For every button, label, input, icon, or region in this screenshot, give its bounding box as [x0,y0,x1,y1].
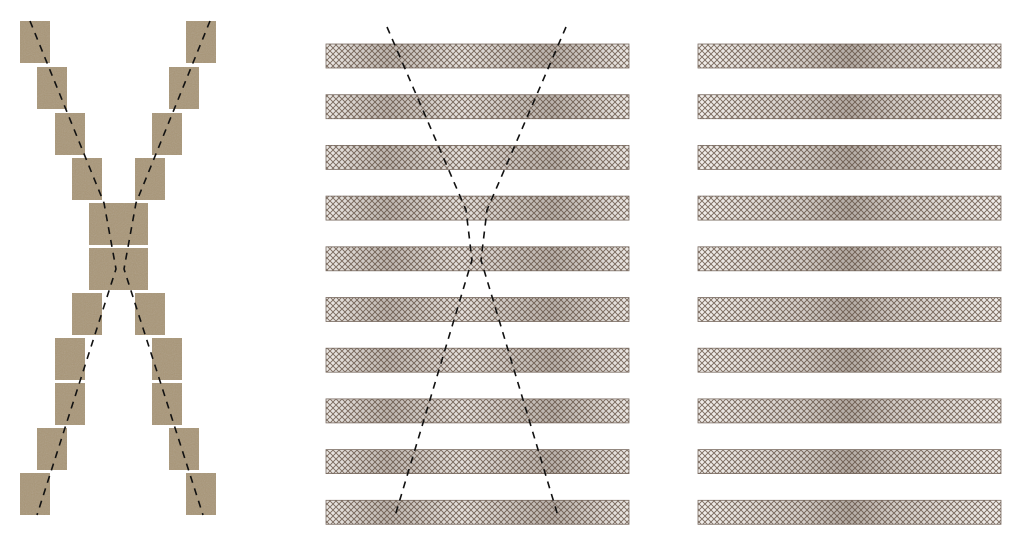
block-10-2 [169,428,199,470]
block-11-2 [186,473,216,515]
strip-6-shading [326,297,629,322]
block-8-2 [152,338,182,380]
strip-1-shading [326,44,629,68]
strip-8-shading [698,398,1001,423]
guide-line-right [123,20,211,516]
guide-line-left [29,20,117,516]
strip-4-shading [698,196,1001,221]
strip-7-shading [326,348,629,373]
strip-6-shading [698,297,1001,322]
strip-3-shading [326,145,629,170]
strip-9-shading [698,449,1001,474]
block-1-2 [186,21,216,63]
block-3-2 [152,113,182,155]
strip-8-shading [326,398,629,423]
block-8-1 [55,338,85,380]
strip-9-shading [326,449,629,474]
block-2-2 [169,67,199,109]
block-9-1 [55,383,85,425]
guide-line-right [480,26,567,517]
strip-10-shading [326,500,629,525]
strip-5-shading [326,246,629,271]
block-5-1 [89,203,148,245]
strip-2-shading [698,94,1001,119]
banded-strips-with-guides-panel [325,26,630,525]
block-6-1 [89,248,148,290]
block-11-1 [20,473,50,515]
banded-strips-panel [697,43,1002,525]
strip-5-shading [698,246,1001,271]
block-1-1 [20,21,50,63]
guide-line-left [386,26,473,517]
block-x-panel [20,20,216,516]
block-4-1 [72,158,102,200]
strip-4-shading [326,196,629,221]
block-7-2 [135,293,165,335]
strip-1-shading [698,44,1001,68]
strip-7-shading [698,348,1001,373]
block-10-1 [37,428,67,470]
strip-3-shading [698,145,1001,170]
strip-2-shading [326,94,629,119]
strip-10-shading [698,500,1001,525]
